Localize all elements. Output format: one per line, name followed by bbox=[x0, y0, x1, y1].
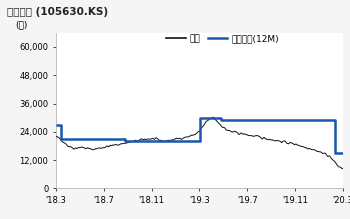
Legend: 종가, 목표주가(12M): 종가, 목표주가(12M) bbox=[166, 34, 279, 43]
Y-axis label: (원): (원) bbox=[15, 21, 28, 30]
Text: 한세실업 (105630.KS): 한세실업 (105630.KS) bbox=[7, 7, 108, 17]
